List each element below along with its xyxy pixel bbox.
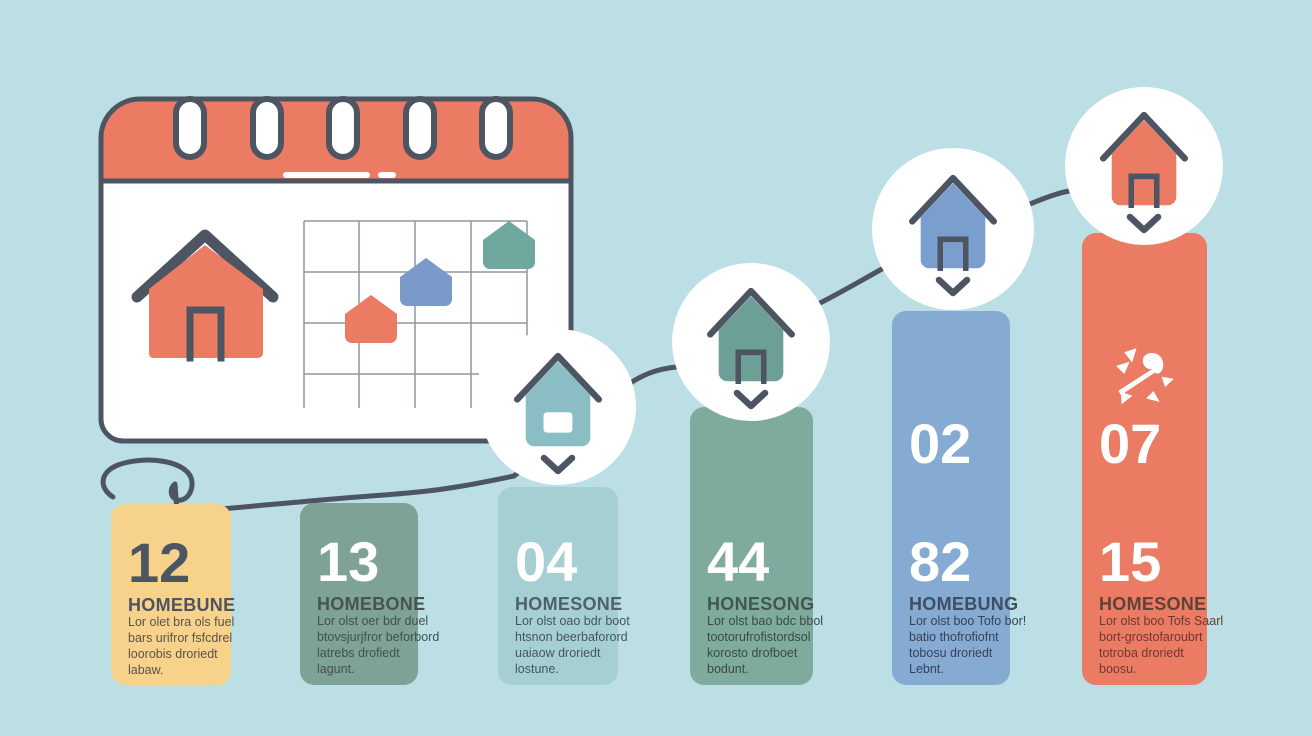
svg-text:uaiaow droriedt: uaiaow droriedt — [515, 646, 601, 660]
svg-text:latrebs drofiedt: latrebs drofiedt — [317, 646, 400, 660]
svg-text:Lebnt.: Lebnt. — [909, 662, 944, 676]
svg-text:bodunt.: bodunt. — [707, 662, 749, 676]
svg-text:bort-grostofaroubrt: bort-grostofaroubrt — [1099, 630, 1203, 644]
svg-text:Lor olst boo Tofo bor!: Lor olst boo Tofo bor! — [909, 614, 1026, 628]
svg-text:boosu.: boosu. — [1099, 662, 1137, 676]
svg-text:Lor olst bao bdc bbol: Lor olst bao bdc bbol — [707, 614, 823, 628]
svg-text:Lor olet bra ols fuel: Lor olet bra ols fuel — [128, 615, 234, 629]
svg-text:12: 12 — [128, 531, 190, 594]
svg-text:44: 44 — [707, 530, 769, 593]
svg-text:Lor olst boo Tofs Saarl: Lor olst boo Tofs Saarl — [1099, 614, 1223, 628]
svg-text:82: 82 — [909, 530, 971, 593]
svg-text:tobosu droriedt: tobosu droriedt — [909, 646, 993, 660]
svg-text:Lor olst oao bdr boot: Lor olst oao bdr boot — [515, 614, 630, 628]
svg-text:HONESONG: HONESONG — [707, 594, 814, 614]
svg-text:bars urifror fsfcdrel: bars urifror fsfcdrel — [128, 631, 232, 645]
svg-text:labaw.: labaw. — [128, 663, 163, 677]
svg-text:lostune.: lostune. — [515, 662, 559, 676]
svg-text:HOMESONE: HOMESONE — [1099, 594, 1206, 614]
svg-text:totroba droriedt: totroba droriedt — [1099, 646, 1184, 660]
svg-text:02: 02 — [909, 412, 971, 475]
svg-text:04: 04 — [515, 530, 577, 593]
svg-text:13: 13 — [317, 530, 379, 593]
svg-text:loorobis droriedt: loorobis droriedt — [128, 647, 218, 661]
svg-text:htsnon beerbaforord: htsnon beerbaforord — [515, 630, 628, 644]
svg-text:HOMEBUNG: HOMEBUNG — [909, 594, 1018, 614]
svg-text:HOMEBONE: HOMEBONE — [317, 594, 425, 614]
svg-text:HOMEBUNE: HOMEBUNE — [128, 595, 235, 615]
svg-text:btovsjurjfror beforbord: btovsjurjfror beforbord — [317, 630, 439, 644]
svg-text:batio thofrofiofnt: batio thofrofiofnt — [909, 630, 999, 644]
svg-text:Lor olst oer bdr duel: Lor olst oer bdr duel — [317, 614, 428, 628]
svg-text:15: 15 — [1099, 530, 1161, 593]
svg-text:korosto drofboet: korosto drofboet — [707, 646, 798, 660]
svg-text:07: 07 — [1099, 412, 1161, 475]
svg-text:lagunt.: lagunt. — [317, 662, 355, 676]
svg-text:HOMESONE: HOMESONE — [515, 594, 622, 614]
svg-text:tootorufrofistordsol: tootorufrofistordsol — [707, 630, 811, 644]
